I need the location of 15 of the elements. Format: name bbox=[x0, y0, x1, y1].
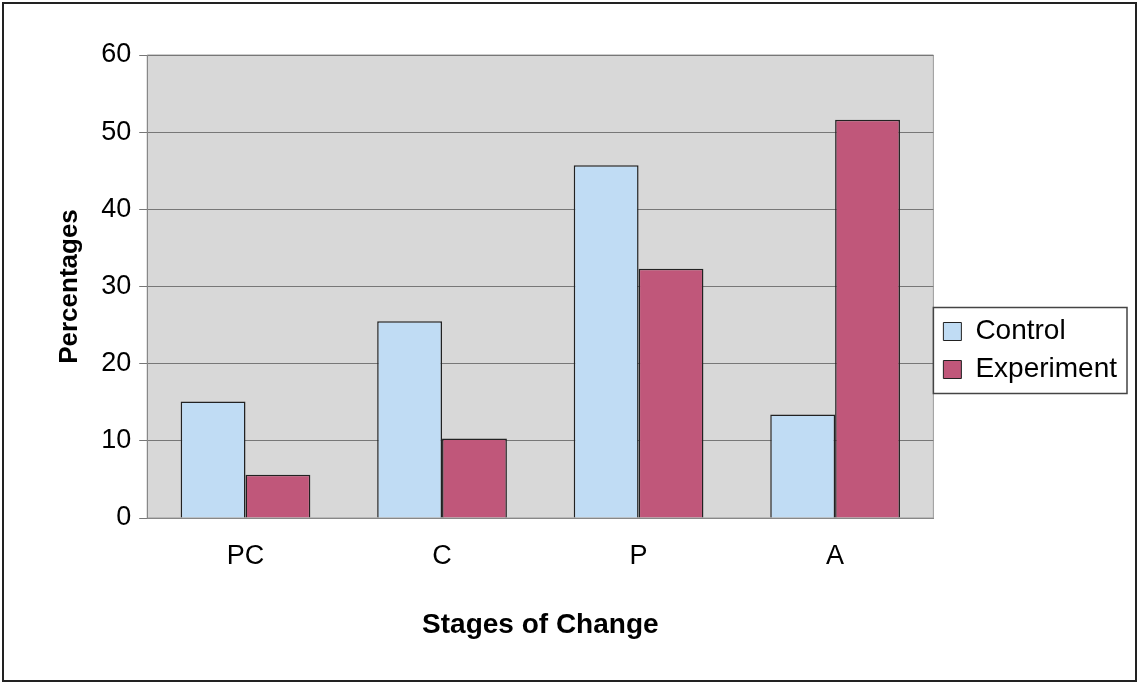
y-tick-label: 30 bbox=[101, 269, 132, 300]
y-tick-label: 50 bbox=[101, 115, 132, 146]
legend-label: Experiment bbox=[975, 352, 1118, 384]
x-axis-title: Stages of Change bbox=[422, 607, 659, 639]
x-tick-label: PC bbox=[226, 539, 265, 570]
x-tick-label: A bbox=[826, 539, 845, 570]
y-tick-label: 10 bbox=[101, 424, 132, 455]
x-tick-label: C bbox=[432, 539, 452, 570]
x-tick-label: P bbox=[629, 539, 648, 570]
y-axis-title: Percentages bbox=[52, 209, 83, 364]
y-tick-label: 0 bbox=[116, 501, 132, 532]
y-tick-label: 60 bbox=[101, 38, 132, 69]
y-tick-label: 40 bbox=[101, 192, 132, 223]
y-tick-label: 20 bbox=[101, 347, 132, 378]
legend-label: Control bbox=[975, 314, 1066, 346]
